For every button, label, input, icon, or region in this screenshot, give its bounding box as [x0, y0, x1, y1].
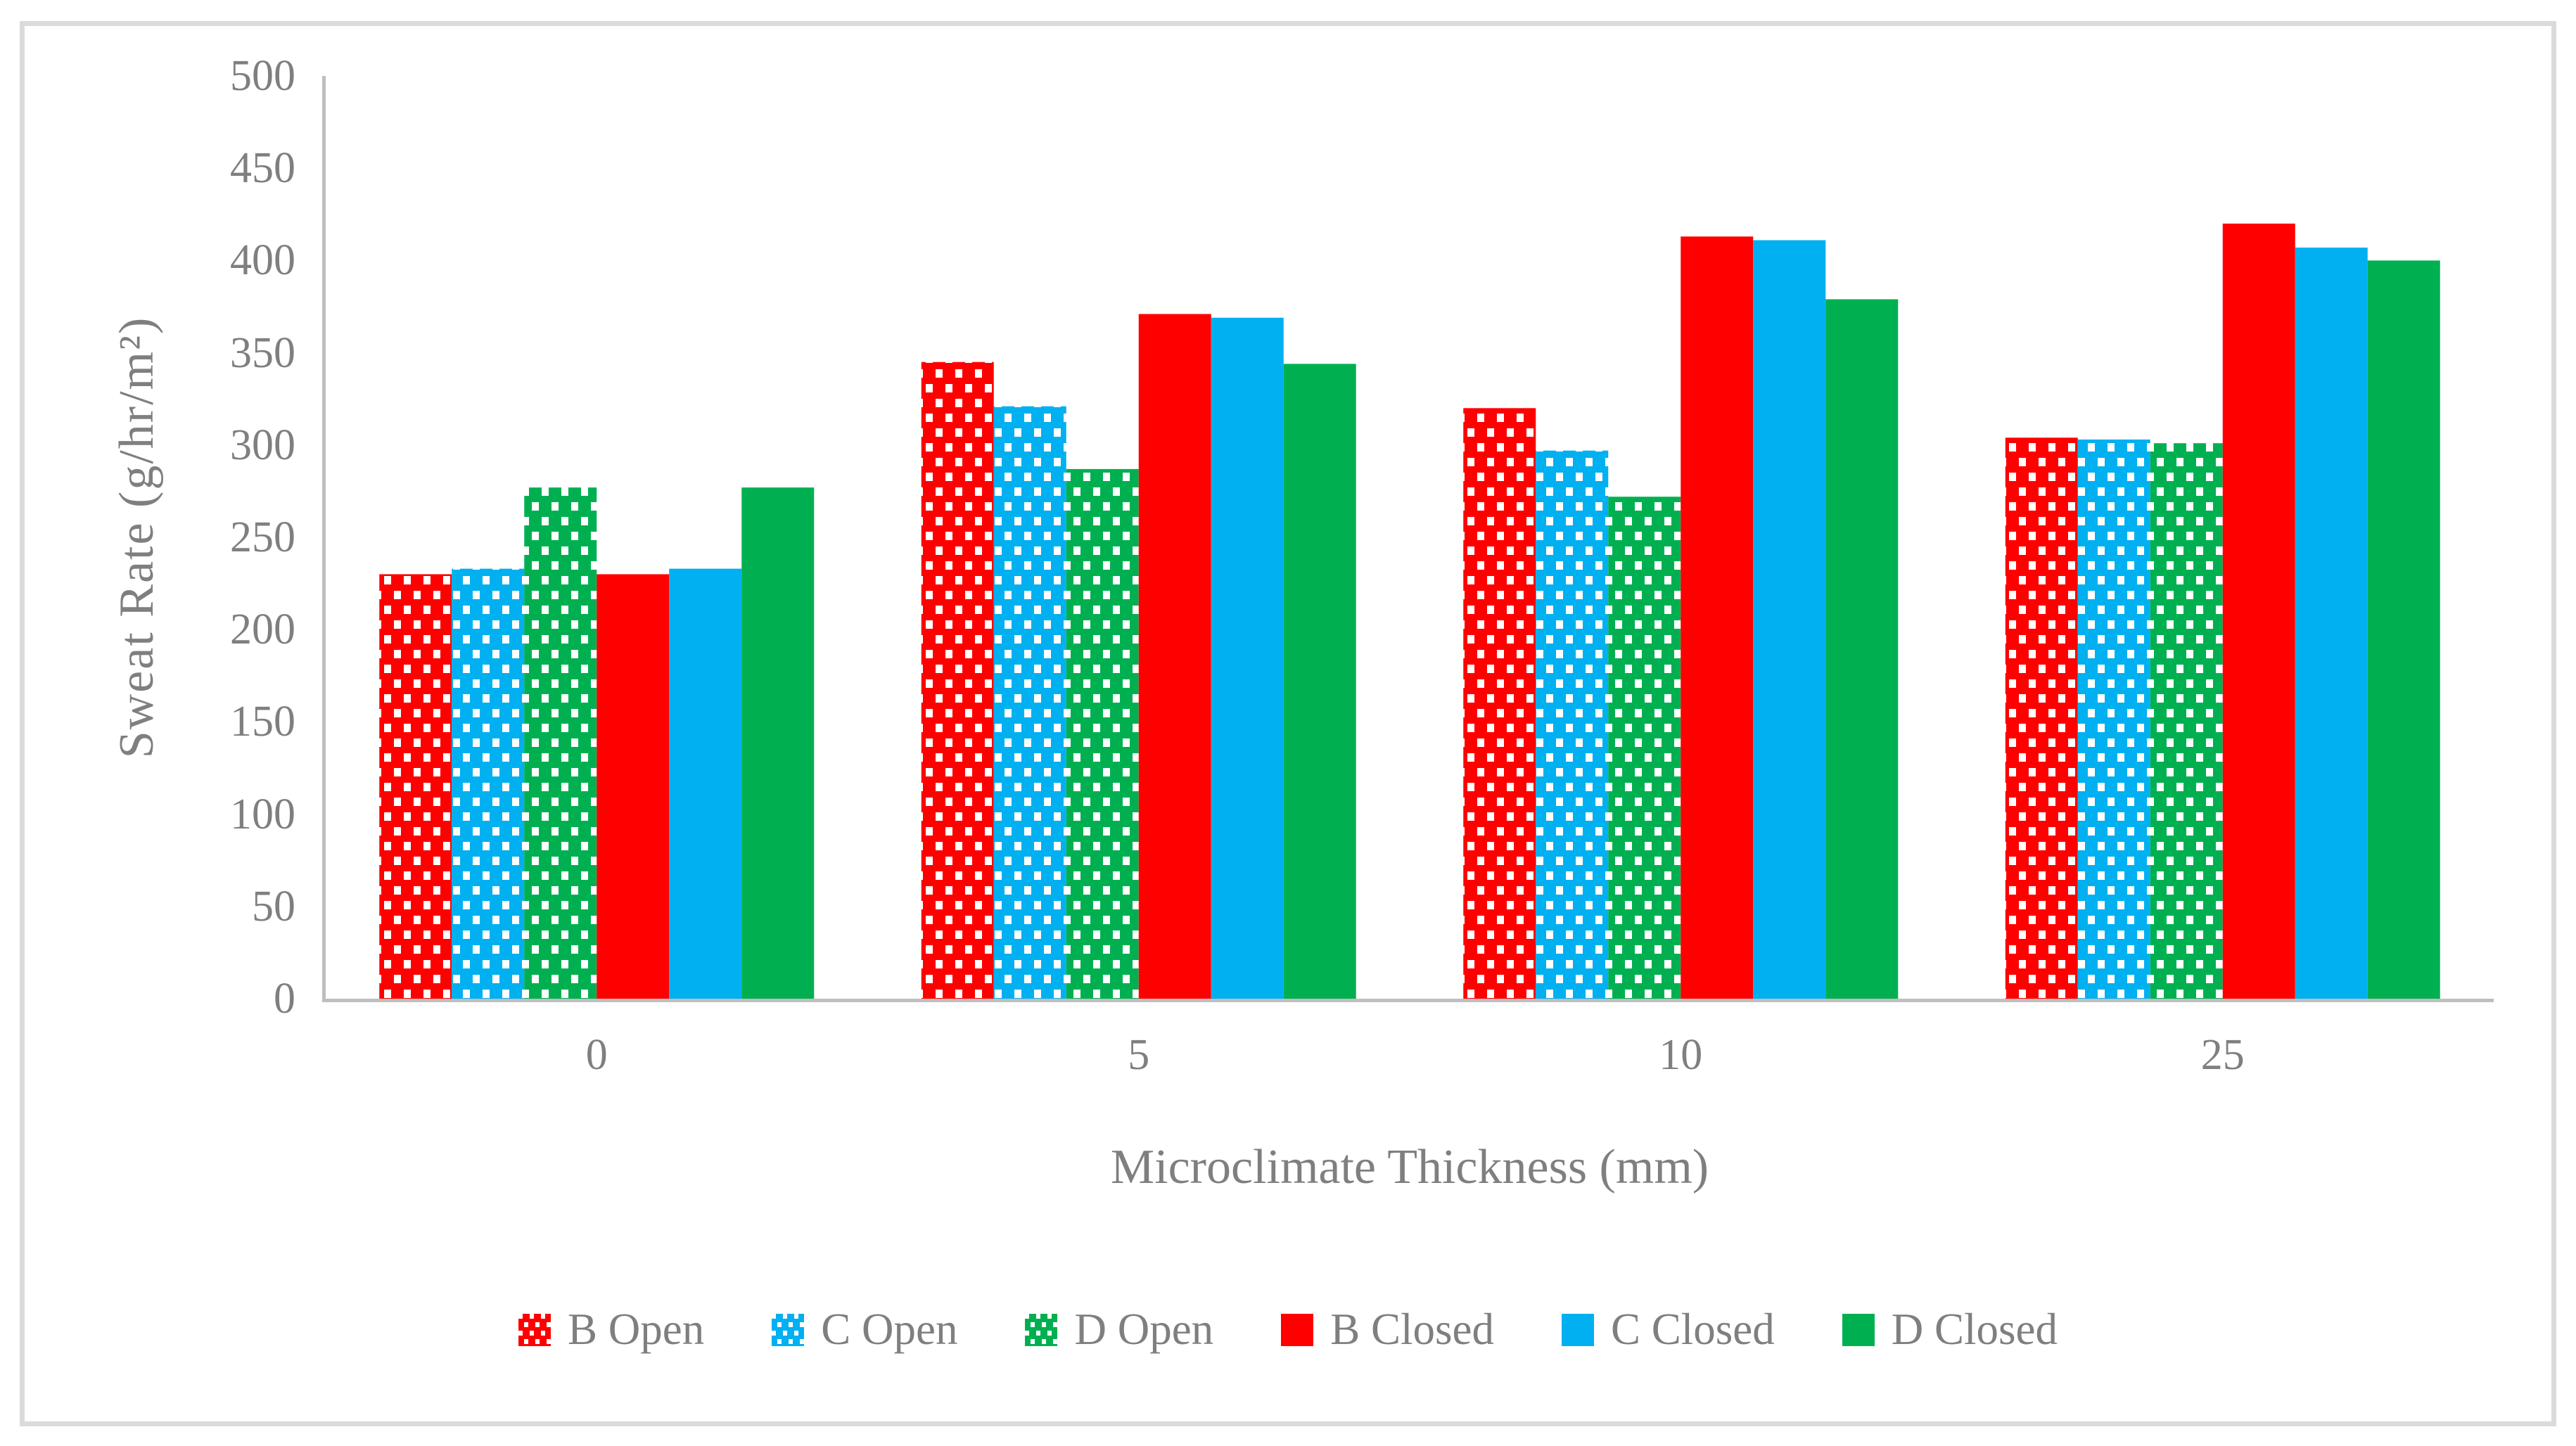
axes-layer [322, 76, 2494, 1002]
bar-d-open-at-5mm [1066, 468, 1139, 999]
y-tick-label-250: 250 [230, 513, 295, 561]
y-tick-label-100: 100 [230, 790, 295, 838]
bar-d-closed-at-5mm [1283, 364, 1356, 999]
legend: B Open C Open D Open B Closed C Closed D Clos… [0, 1304, 2576, 1355]
x-tick-label-10: 10 [1659, 1031, 1703, 1079]
bar-d-closed-at-10mm [1825, 299, 1899, 999]
y-tick-label-0: 0 [274, 975, 295, 1023]
legend-item-d-open: D Open [1025, 1304, 1213, 1355]
y-tick-label-150: 150 [230, 698, 295, 746]
legend-item-c-closed: C Closed [1561, 1304, 1775, 1355]
bar-c-closed-at-10mm [1753, 240, 1826, 999]
bar-b-closed-at-5mm [1138, 314, 1211, 999]
legend-label-c-closed: C Closed [1610, 1305, 1775, 1354]
x-tick-label-5: 5 [1128, 1031, 1150, 1079]
legend-swatch-b-open [518, 1313, 551, 1346]
legend-label-c-open: C Open [821, 1305, 958, 1354]
bar-b-open-at-25mm [2005, 437, 2078, 999]
y-tick-label-450: 450 [230, 144, 295, 193]
bar-c-closed-at-0mm [669, 568, 742, 999]
legend-swatch-d-open [1025, 1313, 1058, 1346]
bar-b-closed-at-10mm [1681, 236, 1754, 999]
y-tick-label-350: 350 [230, 328, 295, 377]
legend-swatch-c-open [772, 1313, 805, 1346]
bar-b-open-at-0mm [379, 574, 452, 999]
bar-d-open-at-25mm [2150, 443, 2223, 999]
y-axis-line [322, 76, 326, 1002]
bar-c-open-at-5mm [993, 406, 1066, 999]
bar-c-open-at-25mm [2077, 439, 2150, 999]
bar-d-closed-at-25mm [2367, 260, 2440, 999]
legend-label-d-closed: D Closed [1891, 1305, 2058, 1354]
legend-item-b-open: B Open [518, 1304, 704, 1355]
bars-layer [379, 223, 2440, 999]
bar-d-closed-at-0mm [741, 487, 815, 999]
x-axis-line [322, 999, 2494, 1002]
bar-c-closed-at-5mm [1211, 317, 1284, 999]
legend-swatch-d-closed [1842, 1313, 1875, 1346]
bar-d-open-at-0mm [524, 487, 597, 999]
legend-item-b-closed: B Closed [1281, 1304, 1494, 1355]
y-tick-label-400: 400 [230, 236, 295, 285]
y-tick-label-300: 300 [230, 421, 295, 469]
legend-swatch-b-closed [1281, 1313, 1314, 1346]
bar-c-open-at-0mm [452, 568, 525, 999]
legend-swatch-c-closed [1561, 1313, 1594, 1346]
bar-b-open-at-5mm [921, 362, 994, 999]
x-tick-label-0: 0 [585, 1031, 608, 1079]
bar-b-open-at-10mm [1463, 408, 1536, 999]
legend-item-d-closed: D Closed [1842, 1304, 2058, 1355]
y-tick-label-50: 50 [252, 882, 295, 930]
bar-c-closed-at-25mm [2295, 248, 2368, 999]
legend-label-b-open: B Open [568, 1305, 705, 1354]
bar-b-closed-at-25mm [2222, 223, 2295, 999]
y-tick-label-200: 200 [230, 606, 295, 654]
bar-d-open-at-10mm [1608, 497, 1681, 999]
legend-label-b-closed: B Closed [1330, 1305, 1494, 1354]
x-tick-label-25: 25 [2200, 1031, 2245, 1079]
bar-b-closed-at-0mm [597, 574, 670, 999]
bar-c-open-at-10mm [1536, 450, 1609, 999]
legend-item-c-open: C Open [772, 1304, 957, 1355]
figure-border [20, 21, 2556, 1426]
legend-label-d-open: D Open [1074, 1305, 1214, 1354]
y-tick-label-500: 500 [230, 52, 295, 100]
x-axis-title: Microclimate Thickness (mm) [1110, 1140, 1709, 1194]
